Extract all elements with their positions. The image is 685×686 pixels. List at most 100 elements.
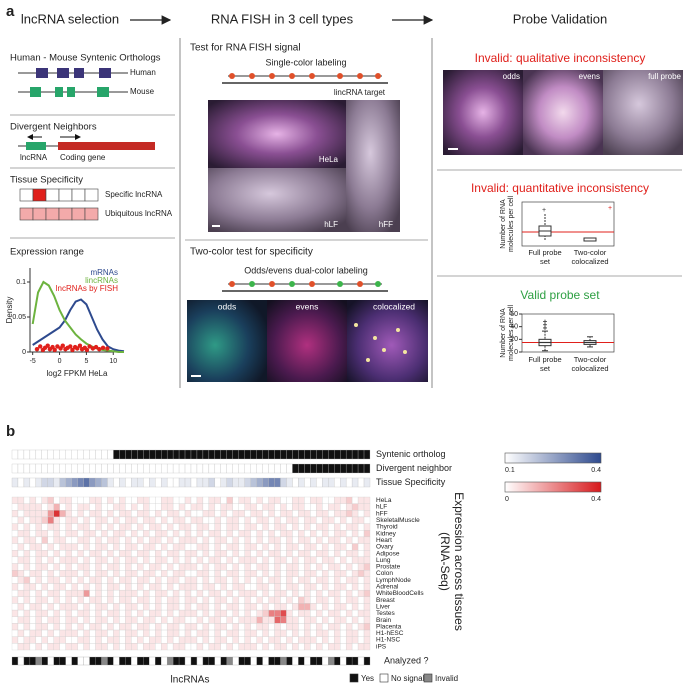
heatmap-cell [71,523,78,531]
y-axis-label: molecules per cell [508,305,515,361]
heatmap-cell [334,543,341,551]
heatmap-cell [202,503,210,511]
heatmap-cell [161,609,168,617]
annotation-cell [262,463,269,474]
fish-point [34,347,40,352]
heatmap-cell [232,583,239,591]
heatmap-cell [310,503,317,511]
heatmap-cell [202,636,210,644]
annotation-cell [137,449,144,460]
heatmap-cell [310,550,317,558]
heatmap-cell [172,636,180,644]
heatmap-cell [304,516,311,524]
heatmap-cell [244,570,251,577]
tissue-label: H1-NSC [376,637,401,644]
heatmap-cell [268,570,275,577]
heatmap-cell [17,556,25,564]
heatmap-cell [244,550,251,558]
heatmap-cell [59,563,66,571]
heatmap-cell [95,583,102,591]
heatmap-cell [77,496,84,504]
heatmap-cell [71,629,78,637]
heatmap-cell [178,603,186,611]
heatmap-cell [274,496,281,504]
heatmap-cell [71,589,78,597]
heatmap-cell [178,616,186,624]
heatmap-cell [53,596,60,604]
heatmap-cell [304,636,311,644]
annotation-cell [351,463,359,474]
y-axis-label: Number of RNA [500,199,507,249]
heatmap-cell [334,603,341,611]
heatmap-cell [316,510,323,518]
heatmap-cell [202,589,210,597]
heatmap-cell [226,643,233,651]
heatmap-cell [53,496,60,504]
heatmap-cell [220,576,227,584]
fish-point [55,344,60,349]
analyzed-cell [83,656,90,666]
heatmap-cell [89,583,96,591]
heatmap-cell [131,576,138,584]
annotation-cell [17,477,25,488]
heatmap-cell [41,583,48,591]
heatmap-cell [238,563,245,571]
analyzed-cell [351,656,359,666]
heatmap-cell [143,616,150,624]
heatmap-cell [363,609,371,617]
heatmap-cell [119,603,126,611]
heatmap-cell [262,643,269,651]
heatmap-cell [161,636,168,644]
annotation-cell [166,477,174,488]
heatmap-cell [286,563,293,571]
heatmap-cell [184,543,192,551]
heatmap-cell [262,523,269,531]
heatmap-cell [340,589,347,597]
heatmap-cell [17,596,25,604]
heatmap-cell [286,530,293,538]
heatmap-cell [125,570,132,577]
heatmap-cell [131,609,138,617]
heatmap-cell [172,536,180,544]
heatmap-cell [256,576,263,584]
heatmap-cell [351,596,359,604]
heatmap-cell [95,550,102,558]
heatmap-cell [83,543,90,551]
heatmap-cell [131,543,138,551]
heatmap-cell [334,589,341,597]
heatmap-cell [220,516,227,524]
heatmap-cell [232,636,239,644]
heatmap-cell [304,563,311,571]
heatmap-cell [298,583,305,591]
heatmap-cell [47,543,54,551]
heatmap-cell [83,563,90,571]
heatmap-cell [226,563,233,571]
annotation-cell [357,463,365,474]
heatmap-cell [166,530,174,538]
heatmap-cell [155,596,162,604]
heatmap-cell [292,636,299,644]
heatmap-cell [41,636,48,644]
heatmap-cell [262,496,269,504]
heatmap-cell [220,510,227,518]
heatmap-cell [166,536,174,544]
heatmap-cell [292,510,299,518]
heatmap-cell [29,536,37,544]
heatmap-cell [208,623,216,631]
heatmap-cell [119,503,126,511]
analyzed-cell [202,656,210,666]
heatmap-cell [250,636,257,644]
heatmap-cell [137,510,144,518]
heatmap-cell [262,510,269,518]
heatmap-cell [95,556,102,564]
annotation-cell [357,449,365,460]
heatmap-cell [184,609,192,617]
heatmap-cell [65,530,72,538]
heatmap-cell [35,609,42,617]
heatmap-cell [35,629,42,637]
heatmap-cell [351,589,359,597]
y-tick-label: 0.05 [12,314,26,321]
heatmap-cell [35,510,42,518]
heatmap-cell [268,589,275,597]
heatmap-cell [172,596,180,604]
